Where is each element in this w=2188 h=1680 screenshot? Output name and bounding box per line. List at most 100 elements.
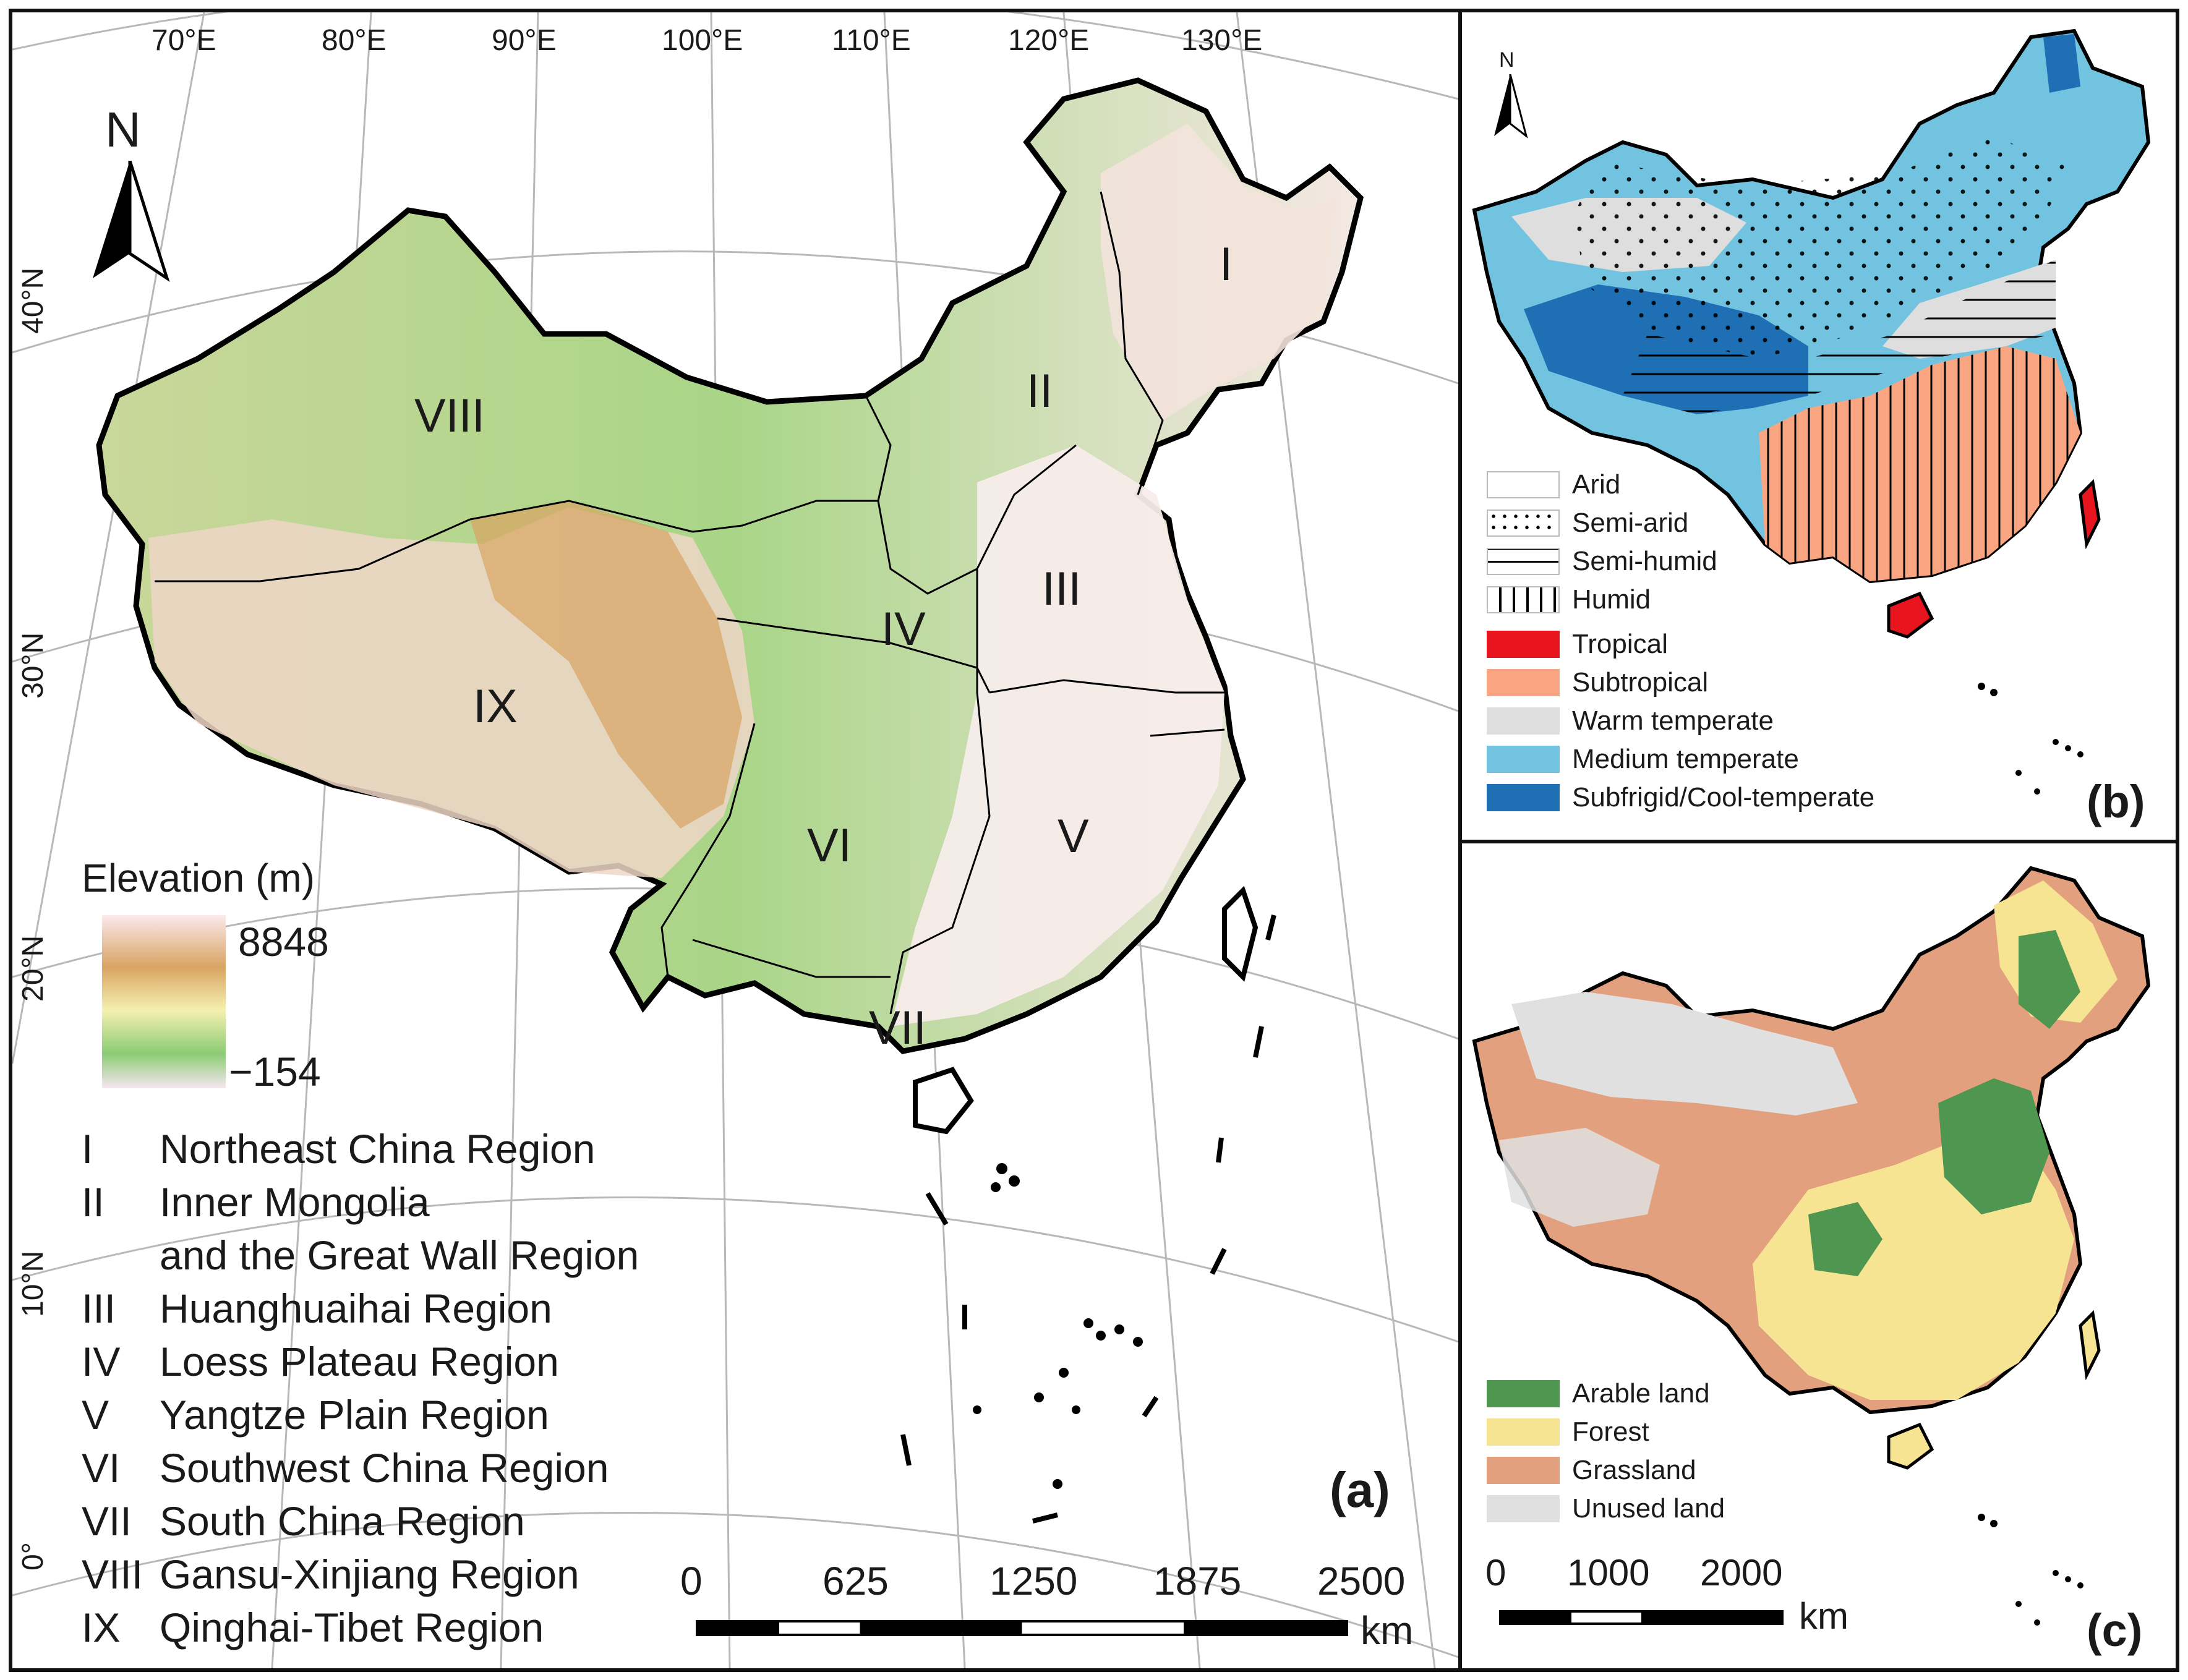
region-list-name: and the Great Wall Region (160, 1232, 639, 1278)
lon-label-70: 70°E (152, 24, 216, 57)
climate-temperature-legend-item: Warm temperate (1487, 707, 1774, 735)
lon-label-80: 80°E (322, 24, 387, 57)
region-list-item: VIII Gansu-Xinjiang Region (82, 1551, 579, 1598)
region-list-item: VII South China Region (82, 1498, 525, 1545)
elevation-color-ramp (102, 915, 226, 1088)
climate-north-arrow-icon (1494, 74, 1528, 139)
climate-tropical-hainan (1887, 591, 1934, 639)
landuse-arable-east (1938, 1078, 2049, 1214)
region-boundaries (155, 191, 1225, 1015)
legend-swatch (1487, 1457, 1560, 1484)
south-china-sea-islands (973, 1163, 1143, 1489)
climate-moisture-legend-item: Semi-humid (1487, 548, 1717, 575)
elevation-min: −154 (229, 1049, 321, 1094)
legend-swatch (1487, 586, 1560, 613)
landuse-scale-tick-0: 0 (1485, 1552, 1506, 1593)
east-plain-shading (891, 445, 1224, 1026)
legend-swatch (1487, 1495, 1560, 1522)
climate-semihumid-pattern (1623, 260, 2056, 414)
landuse-map (1472, 866, 2151, 1626)
region-label-ix: IX (473, 680, 518, 733)
region-list-name: Loess Plateau Region (160, 1339, 559, 1384)
lon-label-130: 130°E (1181, 24, 1263, 57)
climate-temperature-legend-item: Subfrigid/Cool-temperate (1487, 784, 1874, 811)
region-list-name: Gansu-Xinjiang Region (160, 1551, 579, 1597)
region-label-i: I (1220, 238, 1233, 291)
region-label-vi: VI (807, 819, 852, 872)
scale-unit: km (1361, 1608, 1414, 1653)
panel-a-label: (a) (1330, 1462, 1390, 1517)
region-list-item: III Huanghuaihai Region (82, 1285, 552, 1332)
landuse-arable-ne (2019, 930, 2080, 1029)
region-list-item: and the Great Wall Region (82, 1232, 639, 1279)
legend-swatch (1487, 631, 1560, 658)
lon-label-120: 120°E (1008, 24, 1090, 57)
lon-label-90: 90°E (492, 24, 557, 57)
climate-map (1472, 28, 2151, 795)
region-list-name: Yangtze Plain Region (160, 1392, 549, 1438)
legend-label: Subtropical (1572, 667, 1709, 697)
legend-swatch (1487, 669, 1560, 696)
region-list-number: III (82, 1286, 116, 1331)
landuse-unused (1511, 992, 1858, 1115)
legend-label: Medium temperate (1572, 744, 1799, 774)
region-label-viii: VIII (414, 390, 485, 442)
landuse-hainan (1887, 1422, 1934, 1470)
landuse-legend-item: Unused land (1487, 1495, 1725, 1522)
climate-islands (1978, 683, 2083, 795)
region-list-name: Qinghai-Tibet Region (160, 1605, 544, 1650)
landuse-scale-unit: km (1799, 1595, 1848, 1637)
legend-label: Subfrigid/Cool-temperate (1572, 782, 1875, 812)
region-list-name: Northeast China Region (160, 1126, 596, 1172)
elevation-map (12, 12, 1458, 1668)
elevation-max: 8848 (238, 919, 329, 965)
climate-humid-pattern (1759, 346, 2080, 581)
climate-moisture-legend-item: Semi-arid (1487, 510, 1688, 537)
landuse-unused-west (1499, 1128, 1660, 1227)
climate-moisture-legend-item: Humid (1487, 586, 1651, 613)
elevation-legend-title: Elevation (m) (82, 856, 315, 900)
landuse-scale-tick-1000: 1000 (1567, 1552, 1650, 1593)
north-arrow-icon (93, 161, 170, 283)
lat-label-30: 30°N (17, 632, 49, 699)
legend-label: Tropical (1572, 629, 1668, 659)
landuse-legend-item: Grassland (1487, 1457, 1696, 1484)
climate-tropical-taiwan (2079, 479, 2101, 550)
landuse-scale-bar (1499, 1610, 1784, 1625)
lat-label-0: 0° (17, 1542, 49, 1571)
legend-swatch (1487, 746, 1560, 773)
region-list-number: VI (82, 1445, 121, 1491)
legend-swatch (1487, 548, 1560, 575)
nine-dash-line (900, 915, 1276, 1524)
lon-label-110: 110°E (832, 24, 911, 57)
legend-label: Unused land (1572, 1493, 1725, 1524)
region-list-number: IX (82, 1605, 121, 1650)
region-list-number: VIII (82, 1551, 143, 1597)
legend-swatch (1487, 510, 1560, 537)
landuse-scale-tick-2000: 2000 (1700, 1552, 1783, 1593)
panel-a-elevation-map: 70°E 80°E 90°E 100°E 110°E 120°E 130°E 4… (9, 9, 1462, 1672)
lat-label-10: 10°N (17, 1250, 49, 1317)
region-list-name: Southwest China Region (160, 1445, 609, 1491)
lon-label-100: 100°E (662, 24, 743, 57)
region-list-name: South China Region (160, 1498, 525, 1544)
legend-label: Grassland (1572, 1455, 1696, 1485)
region-list-number: I (82, 1126, 93, 1172)
scale-tick-1250: 1250 (989, 1559, 1078, 1603)
region-list-item: II Inner Mongolia (82, 1179, 430, 1226)
region-list-item: IV Loess Plateau Region (82, 1338, 559, 1385)
landuse-arable-sichuan (1808, 1202, 1882, 1276)
scale-tick-1875: 1875 (1153, 1559, 1242, 1603)
islands (913, 885, 1259, 1135)
lat-label-20: 20°N (17, 935, 49, 1002)
landuse-legend-item: Forest (1487, 1418, 1649, 1446)
climate-semiarid-pattern (1573, 136, 2068, 359)
qaidam-shading (470, 501, 742, 829)
scale-bar (696, 1620, 1348, 1636)
landuse-taiwan (2079, 1310, 2101, 1381)
region-label-iv: IV (881, 603, 926, 655)
region-list-item: I Northeast China Region (82, 1125, 595, 1172)
northeast-shading (1101, 124, 1336, 420)
panel-c-label: (c) (2087, 1605, 2143, 1656)
scale-tick-625: 625 (823, 1559, 889, 1603)
